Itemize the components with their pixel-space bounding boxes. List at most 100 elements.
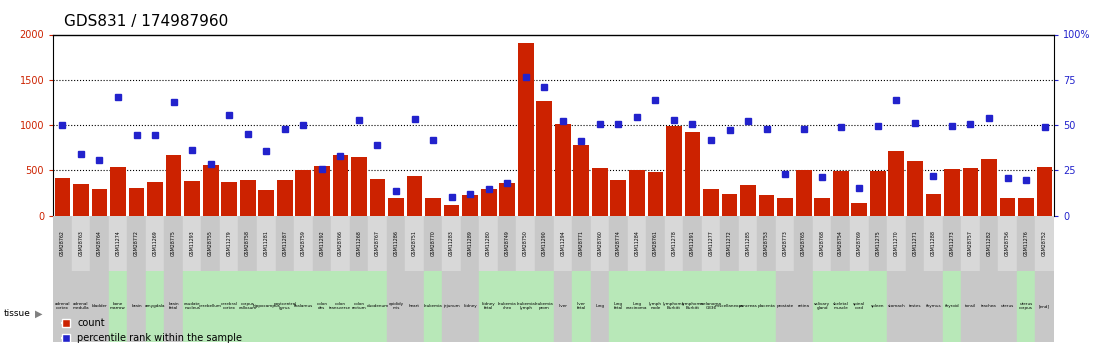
Text: GSM28774: GSM28774 <box>615 230 621 256</box>
Text: GSM11269: GSM11269 <box>153 230 157 256</box>
Bar <box>906 216 924 271</box>
Bar <box>108 216 127 271</box>
Bar <box>629 170 644 216</box>
Bar <box>53 271 72 342</box>
Bar <box>980 216 999 271</box>
Bar <box>220 216 238 271</box>
Text: GSM11270: GSM11270 <box>893 230 899 256</box>
Bar <box>590 216 609 271</box>
Bar <box>702 216 721 271</box>
Bar <box>628 216 646 271</box>
Bar <box>741 185 756 216</box>
Bar <box>146 216 164 271</box>
Text: hippocampus: hippocampus <box>252 304 280 308</box>
Bar <box>463 195 478 216</box>
Bar <box>296 170 311 216</box>
Text: retina: retina <box>798 304 809 308</box>
Text: GSM11291: GSM11291 <box>690 230 695 256</box>
Bar <box>54 178 70 216</box>
Bar <box>648 172 663 216</box>
Legend: count, percentile rank within the sample: count, percentile rank within the sample <box>58 314 247 345</box>
Text: leukemia
prom: leukemia prom <box>535 302 554 310</box>
Text: GSM28759: GSM28759 <box>301 230 306 256</box>
Bar <box>1035 216 1054 271</box>
Text: GSM28775: GSM28775 <box>172 230 176 256</box>
Bar <box>961 216 980 271</box>
Bar <box>943 271 961 342</box>
Text: spleen: spleen <box>871 304 884 308</box>
Text: lymphoma
Burkitt: lymphoma Burkitt <box>663 302 685 310</box>
Text: colon
transverse: colon transverse <box>330 302 351 310</box>
Bar <box>592 168 608 216</box>
Text: GSM11274: GSM11274 <box>115 230 121 256</box>
Bar <box>664 216 683 271</box>
Text: GSM11268: GSM11268 <box>356 230 361 256</box>
Bar <box>257 216 276 271</box>
Bar <box>479 271 498 342</box>
Bar <box>164 216 183 271</box>
Text: GSM28763: GSM28763 <box>79 230 83 256</box>
Bar <box>1000 197 1015 216</box>
Bar <box>850 216 869 271</box>
Bar <box>851 203 867 216</box>
Bar <box>277 180 292 216</box>
Bar <box>683 216 702 271</box>
Text: GSM11293: GSM11293 <box>189 230 195 256</box>
Text: GSM11277: GSM11277 <box>708 230 714 256</box>
Bar <box>517 271 535 342</box>
Bar <box>53 216 72 271</box>
Bar <box>425 197 441 216</box>
Text: lymph
node: lymph node <box>649 302 662 310</box>
Text: prostate: prostate <box>777 304 794 308</box>
Text: postcentral
gyrus: postcentral gyrus <box>273 302 297 310</box>
Bar <box>294 216 312 271</box>
Text: GSM28773: GSM28773 <box>783 230 788 256</box>
Text: GSM11285: GSM11285 <box>746 230 751 256</box>
Bar <box>572 271 590 342</box>
Bar <box>758 195 775 216</box>
Bar <box>1037 167 1053 216</box>
Bar <box>294 271 312 342</box>
Text: duodenum: duodenum <box>366 304 389 308</box>
Bar <box>535 271 554 342</box>
Bar <box>147 182 163 216</box>
Bar <box>480 189 497 216</box>
Bar <box>72 216 90 271</box>
Bar <box>721 216 738 271</box>
Text: GSM11272: GSM11272 <box>727 230 732 256</box>
Text: GSM11288: GSM11288 <box>931 230 935 256</box>
Text: GSM11287: GSM11287 <box>282 230 288 256</box>
Bar <box>795 271 813 342</box>
Text: GSM11273: GSM11273 <box>950 230 954 256</box>
Bar <box>869 271 887 342</box>
Text: GSM28749: GSM28749 <box>505 230 509 256</box>
Bar <box>201 271 220 342</box>
Text: epididy
mis: epididy mis <box>389 302 404 310</box>
Bar <box>813 216 831 271</box>
Bar <box>610 180 627 216</box>
Text: GSM28760: GSM28760 <box>598 230 602 256</box>
Text: GSM28753: GSM28753 <box>764 230 769 256</box>
Bar <box>443 271 461 342</box>
Text: liver
fetal: liver fetal <box>577 302 586 310</box>
Bar <box>980 271 999 342</box>
Bar <box>646 271 664 342</box>
Bar <box>517 216 535 271</box>
Text: GSM11278: GSM11278 <box>672 230 676 256</box>
Bar <box>518 43 534 216</box>
Bar <box>405 271 424 342</box>
Text: corpus
callosum: corpus callosum <box>238 302 257 310</box>
Bar <box>220 271 238 342</box>
Text: GSM11276: GSM11276 <box>1024 230 1028 256</box>
Bar <box>73 184 89 216</box>
Text: GSM28762: GSM28762 <box>60 230 65 256</box>
Bar <box>646 216 664 271</box>
Bar <box>258 190 275 216</box>
Bar <box>609 271 628 342</box>
Bar <box>887 271 906 342</box>
Text: jejunum: jejunum <box>443 304 459 308</box>
Text: GSM28758: GSM28758 <box>246 230 250 256</box>
Text: GSM28771: GSM28771 <box>579 230 583 256</box>
Bar <box>832 171 849 216</box>
Bar <box>203 165 218 216</box>
